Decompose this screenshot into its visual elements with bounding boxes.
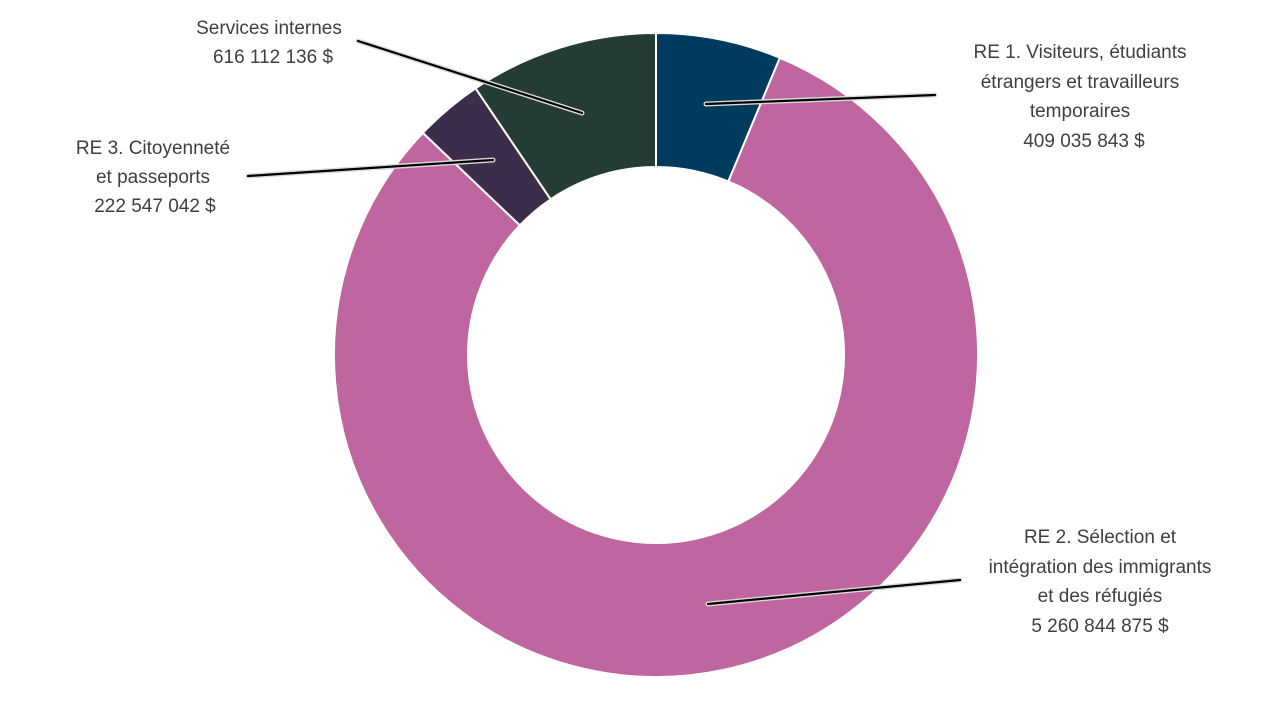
slice-label-re-2-selection-et: RE 2. Sélection et intégration des immigr… — [989, 527, 1212, 637]
leader-line-re-1-visiteurs-etudiants — [704, 93, 937, 106]
slice-label-line: RE 3. Citoyenneté — [76, 138, 230, 159]
leader-line-services-internes — [356, 39, 584, 115]
slice-label-line: Services internes — [196, 18, 342, 39]
leader-line-re-2-selection-et — [706, 578, 962, 606]
slice-label-line: temporaires — [1030, 101, 1130, 122]
slice-label-line: étrangers et travailleurs — [981, 72, 1180, 93]
donut-slice-services-internes — [474, 31, 657, 201]
slice-value-label: 616 112 136 $ — [213, 47, 334, 68]
slice-label-line: RE 2. Sélection et — [1024, 527, 1177, 548]
donut-slices — [333, 31, 979, 678]
slice-value-label: 222 547 042 $ — [94, 196, 216, 217]
slice-label-re-1-visiteurs-etudiants: RE 1. Visiteurs, étudiants étrangers et t… — [974, 42, 1187, 152]
slice-label-line: et des réfugiés — [1038, 586, 1163, 607]
slice-value-label: 409 035 843 $ — [1023, 131, 1145, 152]
slice-label-line: intégration des immigrants — [989, 557, 1212, 578]
slice-label-re-3-citoyennete: RE 3. Citoyenneté et passeports 222 547 04… — [76, 138, 230, 217]
donut-slice-re-2-selection-et — [333, 56, 979, 678]
leader-line-re-3-citoyennete — [246, 158, 495, 178]
slice-value-label: 5 260 844 875 $ — [1031, 616, 1169, 637]
slice-label-line: et passeports — [96, 167, 210, 188]
slice-label-line: RE 1. Visiteurs, étudiants — [974, 42, 1187, 63]
leader-lines — [245, 38, 963, 607]
slice-labels: RE 1. Visiteurs, étudiants étrangers et t… — [76, 18, 1212, 637]
slice-label-services-internes: Services internes 616 112 136 $ — [196, 18, 342, 68]
